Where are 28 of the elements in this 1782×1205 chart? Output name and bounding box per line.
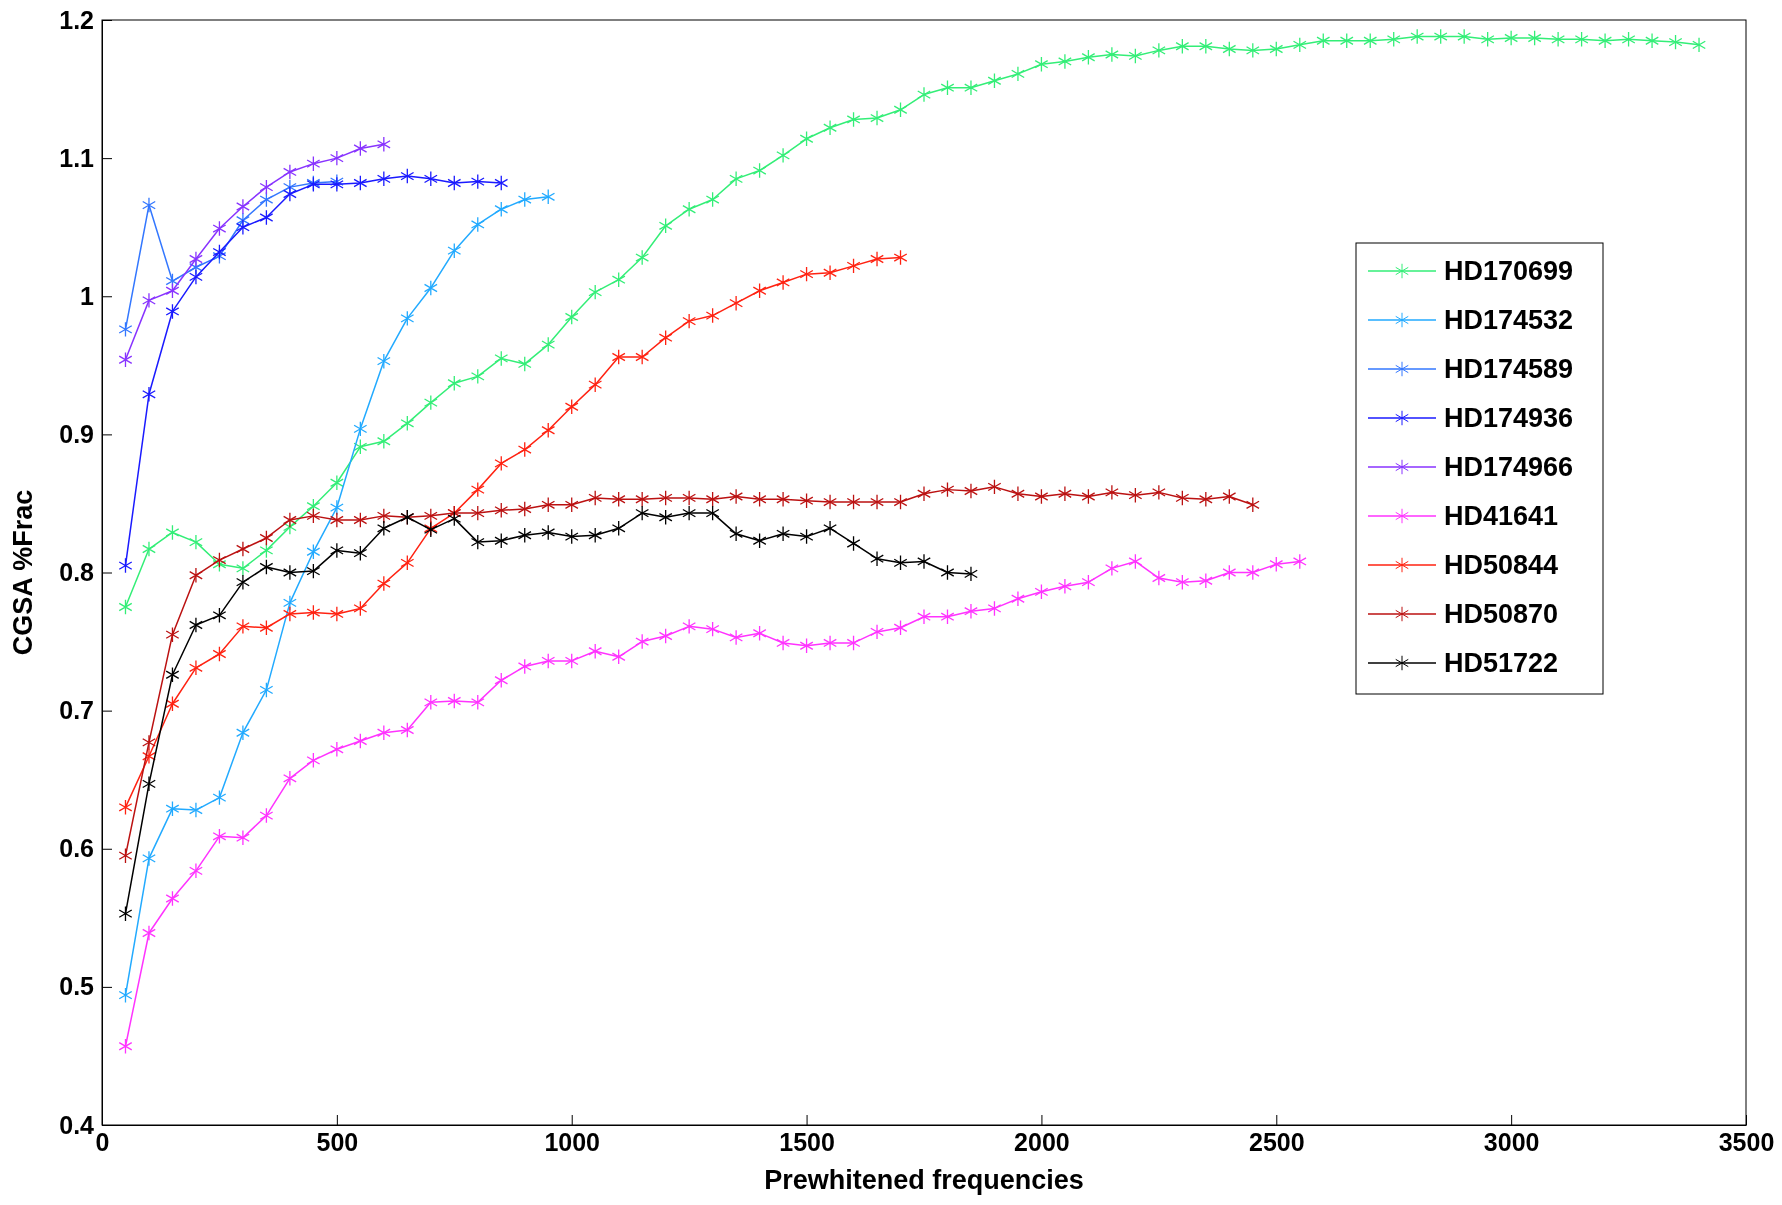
y-tick-label: 0.4 <box>59 1110 95 1139</box>
legend-label: HD174589 <box>1444 354 1574 384</box>
y-tick-label: 0.7 <box>59 696 94 725</box>
y-axis-title: CGSA %Frac <box>8 489 38 656</box>
legend-label: HD51722 <box>1444 648 1559 678</box>
y-tick-label: 0.8 <box>59 558 95 586</box>
x-tick-label: 3500 <box>1718 1127 1775 1156</box>
x-tick-label: 1500 <box>779 1127 835 1156</box>
legend-label: HD174532 <box>1444 305 1574 335</box>
x-tick-label: 2000 <box>1014 1127 1070 1156</box>
y-tick-label: 1 <box>80 281 95 310</box>
y-tick-label: 0.9 <box>59 419 94 448</box>
x-axis-title: Prewhitened frequencies <box>764 1165 1084 1195</box>
x-tick-label: 500 <box>316 1127 359 1156</box>
y-tick-label: 0.6 <box>59 834 94 863</box>
x-tick-label: 1000 <box>544 1127 601 1156</box>
legend-label: HD170699 <box>1444 256 1574 286</box>
x-tick-label: 0 <box>95 1127 110 1156</box>
legend-label: HD174966 <box>1444 452 1574 482</box>
y-tick-label: 1.1 <box>59 143 95 172</box>
x-tick-label: 2500 <box>1248 1127 1305 1156</box>
x-tick-label: 3000 <box>1483 1127 1540 1156</box>
y-tick-label: 1.2 <box>59 5 94 34</box>
legend-label: HD41641 <box>1444 501 1559 531</box>
legend-label: HD50844 <box>1444 550 1559 580</box>
legend-label: HD50870 <box>1444 599 1559 629</box>
legend-label: HD174936 <box>1444 403 1574 433</box>
y-tick-label: 0.5 <box>59 972 95 1001</box>
